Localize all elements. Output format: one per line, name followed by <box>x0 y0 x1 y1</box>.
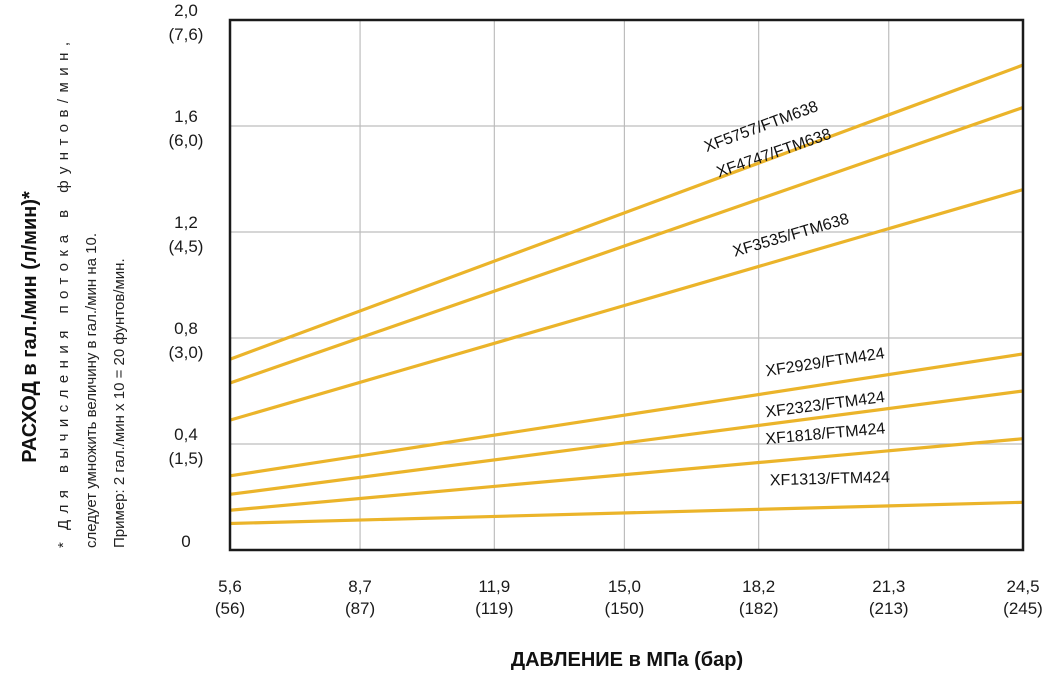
series-line <box>229 352 1024 478</box>
y-tick-sublabel: (4,5) <box>169 237 204 256</box>
series-label: XF2929/FTM424 <box>764 345 885 380</box>
y-tick-label: 2,0 <box>174 1 198 20</box>
x-tick-label: 15,0 <box>608 577 641 596</box>
series-label: XF1313/FTM424 <box>770 469 891 489</box>
series-lines <box>229 63 1024 526</box>
footnote: * Для вычисления потока в фунтов/мин, сл… <box>55 42 128 548</box>
y-tick-sublabel: (6,0) <box>169 131 204 150</box>
series-line <box>229 437 1024 512</box>
series-line <box>229 500 1024 526</box>
series-line <box>229 389 1024 496</box>
plot-area-frame <box>228 18 1025 552</box>
footnote-line-1: Для вычисления потока в фунтов/мин, <box>55 42 72 530</box>
x-tick-sublabel: (213) <box>869 599 909 618</box>
x-tick-label: 8,7 <box>348 577 372 596</box>
x-tick-sublabel: (182) <box>739 599 779 618</box>
grid <box>229 19 1024 551</box>
x-tick-sublabel: (119) <box>475 599 513 618</box>
x-tick-sublabel: (56) <box>215 599 245 618</box>
x-axis-title: ДАВЛЕНИЕ в МПа (бар) <box>511 649 743 671</box>
x-axis-ticks: 5,6 (56) 8,7 (87) 11,9 (119) 15,0 (150) 18,2 (182… <box>215 577 1043 618</box>
x-tick-label: 21,3 <box>872 577 905 596</box>
y-tick-label: 0,8 <box>174 319 198 338</box>
y-tick-label: 0,4 <box>174 425 198 444</box>
y-axis-ticks: 0 0,4 (1,5) 0,8 (3,0) 1,2 (4,5) 1,6 (6,0) 2,0 (7,6… <box>169 1 204 551</box>
series-line <box>229 188 1024 422</box>
x-tick-label: 24,5 <box>1006 577 1039 596</box>
y-axis-title: РАСХОД в гал./мин (л/мин)* <box>19 191 41 463</box>
x-tick-label: 5,6 <box>218 577 242 596</box>
series-line <box>229 105 1024 385</box>
y-tick-label: 1,6 <box>174 107 198 126</box>
footnote-marker: * <box>55 542 72 548</box>
series-line <box>229 63 1024 361</box>
x-tick-sublabel: (150) <box>605 599 645 618</box>
y-tick-sublabel: (7,6) <box>169 25 204 44</box>
y-tick-sublabel: (1,5) <box>169 449 204 468</box>
x-tick-sublabel: (245) <box>1003 599 1043 618</box>
series-label: XF3535/FTM638 <box>731 211 851 261</box>
y-tick-sublabel: (3,0) <box>169 343 204 362</box>
y-tick-label: 1,2 <box>174 213 198 232</box>
footnote-line-3: Пример: 2 гал./мин x 10 = 20 фунтов/мин. <box>111 258 128 548</box>
x-tick-label: 18,2 <box>742 577 775 596</box>
footnote-line-2: следует умножить величину в гал./мин на … <box>83 233 100 548</box>
y-tick-label: 0 <box>181 532 190 551</box>
x-tick-label: 11,9 <box>478 577 510 596</box>
x-tick-sublabel: (87) <box>345 599 375 618</box>
